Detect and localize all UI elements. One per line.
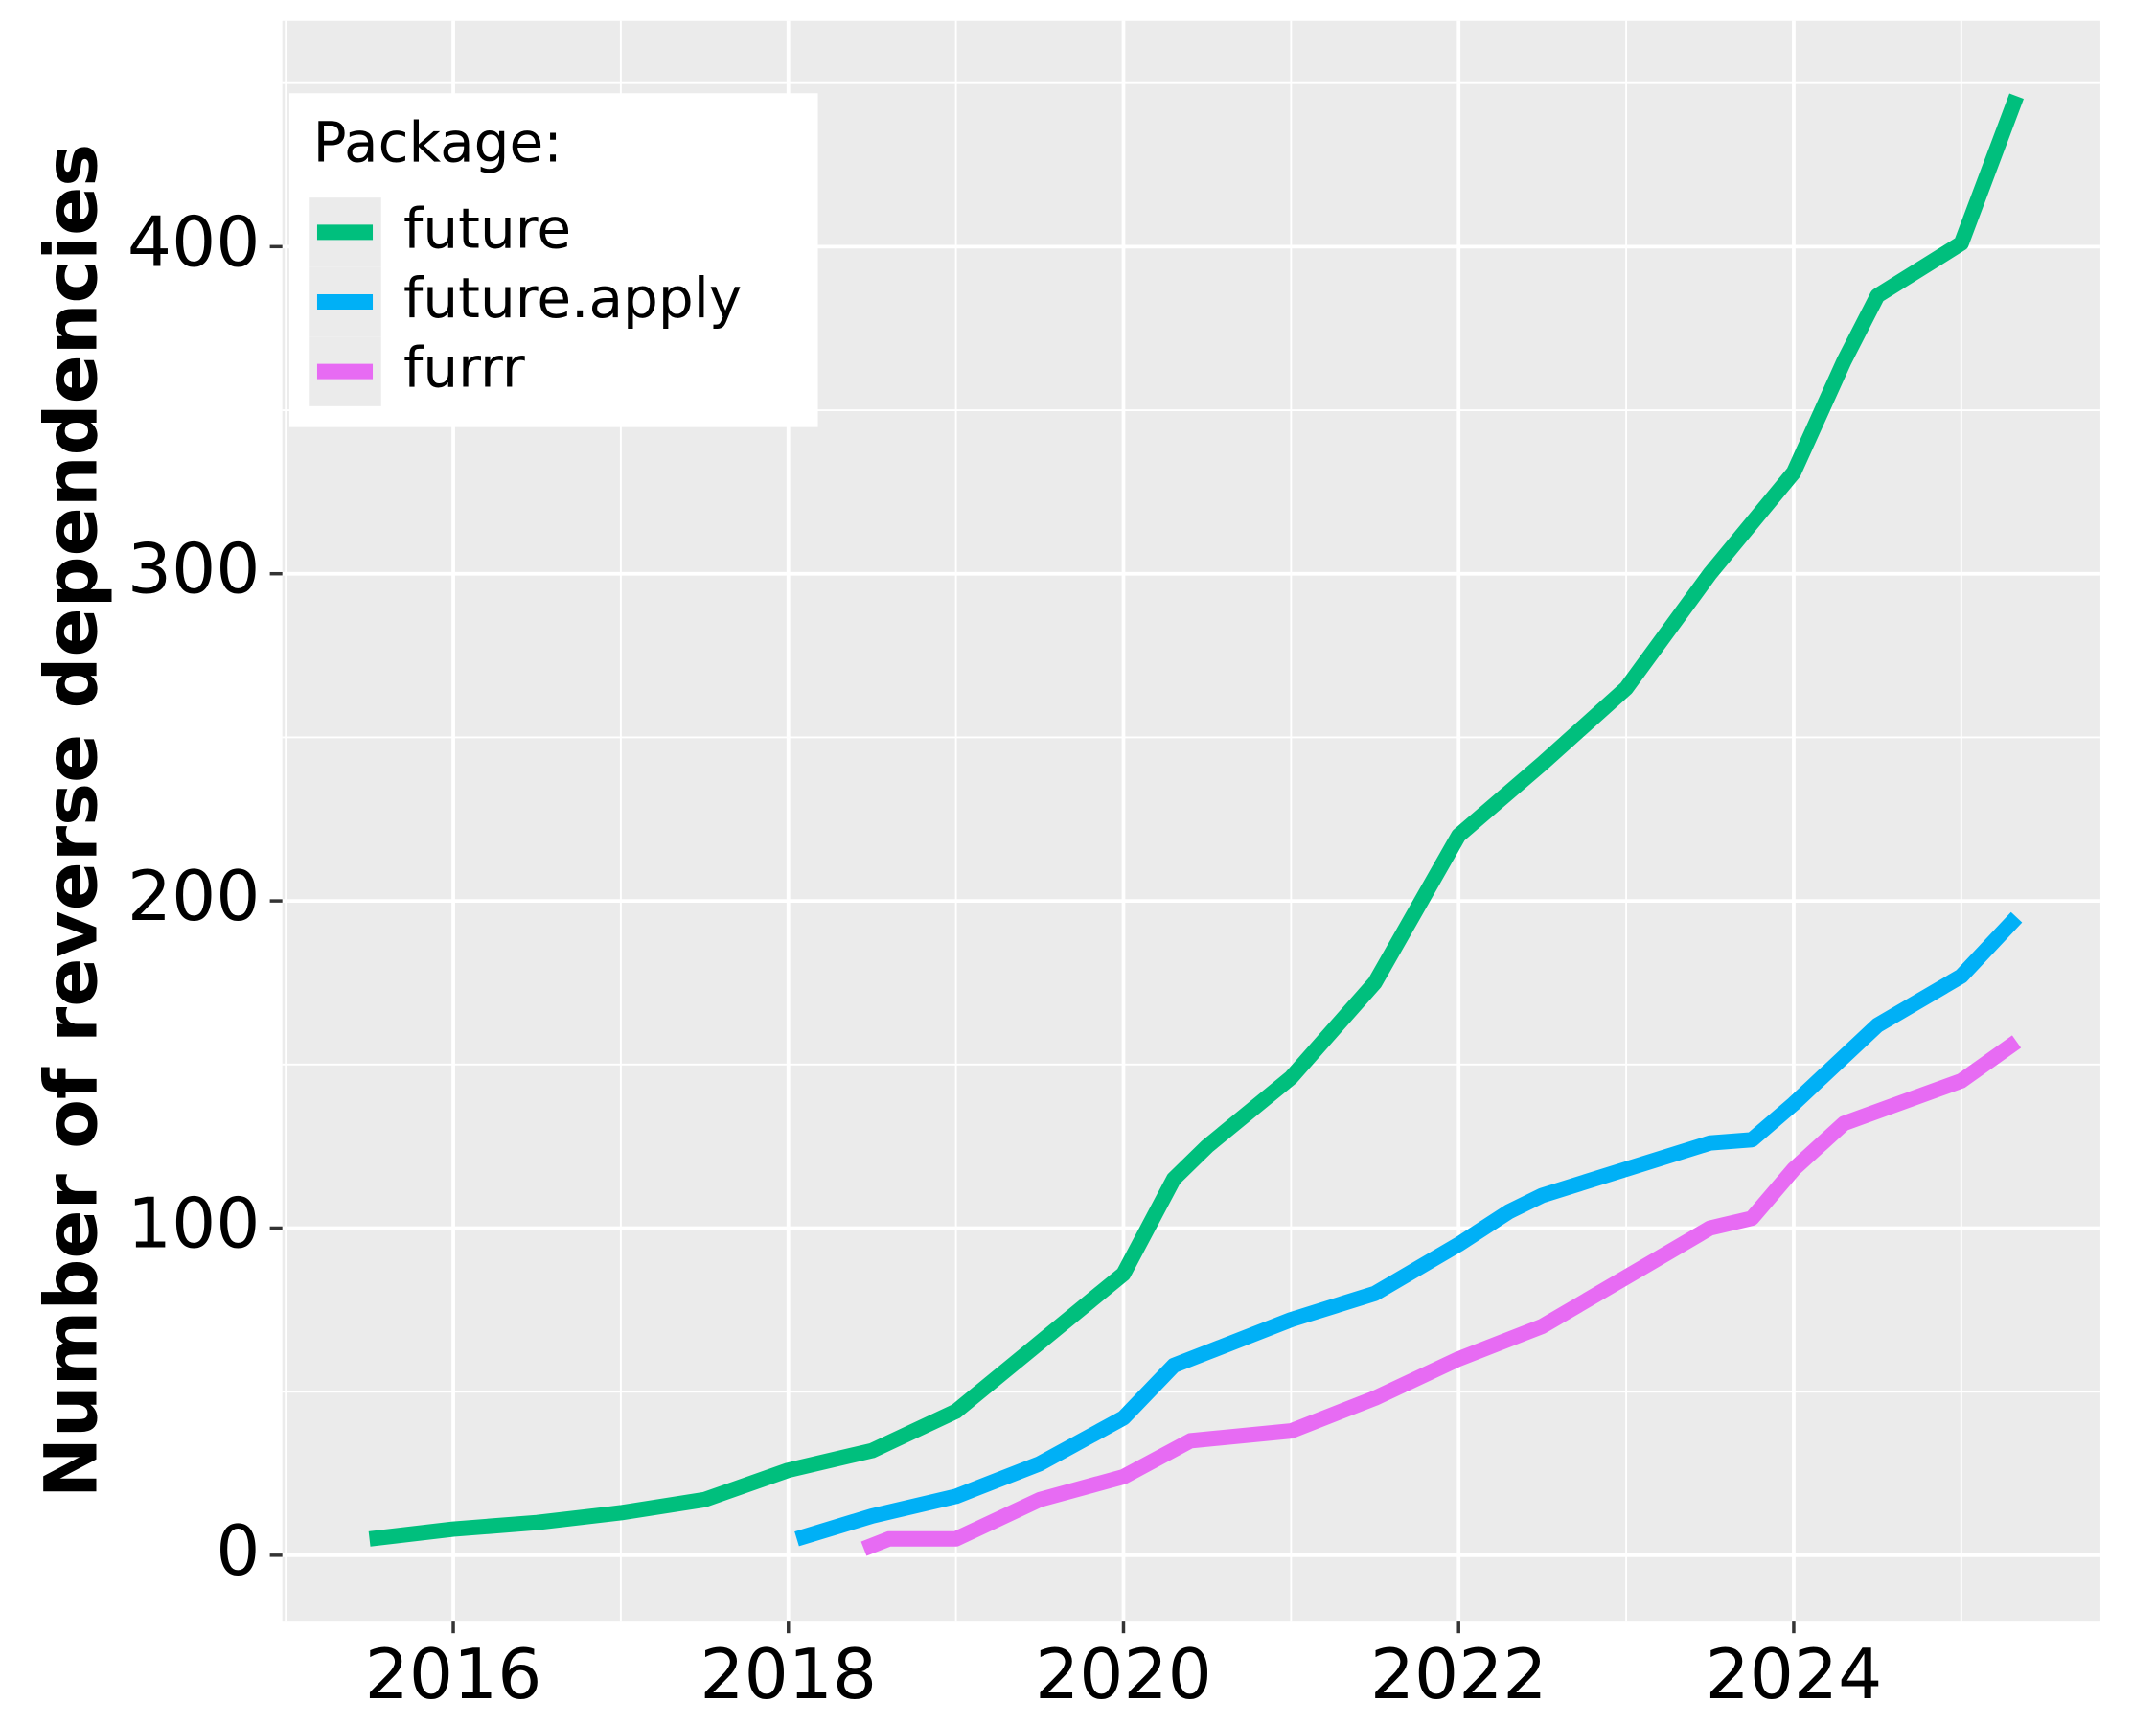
- y-tick-label: 200: [127, 857, 261, 937]
- y-axis-title: Number of reverse dependencies: [29, 144, 113, 1498]
- y-tick-label: 400: [127, 202, 261, 283]
- legend-label: future.apply: [403, 265, 742, 331]
- y-tick-label: 100: [127, 1184, 261, 1264]
- x-tick-label: 2018: [700, 1635, 877, 1715]
- x-tick-label: 2022: [1370, 1635, 1548, 1715]
- legend-label: furrr: [403, 335, 525, 401]
- x-tick-label: 2020: [1035, 1635, 1212, 1715]
- series-line: [794, 911, 2023, 1547]
- x-tick-label: 2016: [365, 1635, 542, 1715]
- series-line: [860, 1035, 2022, 1556]
- y-tick-label: 300: [127, 530, 261, 610]
- series-line: [368, 93, 2024, 1547]
- legend-label: future: [403, 196, 571, 262]
- axes: 0 100 200 300 400 2016 2018 2020 2022 2024: [127, 202, 1882, 1715]
- y-tick-label: 0: [216, 1511, 260, 1592]
- lines: [368, 93, 2024, 1556]
- x-tick-label: 2024: [1706, 1635, 1883, 1715]
- legend-title: Package:: [313, 110, 562, 175]
